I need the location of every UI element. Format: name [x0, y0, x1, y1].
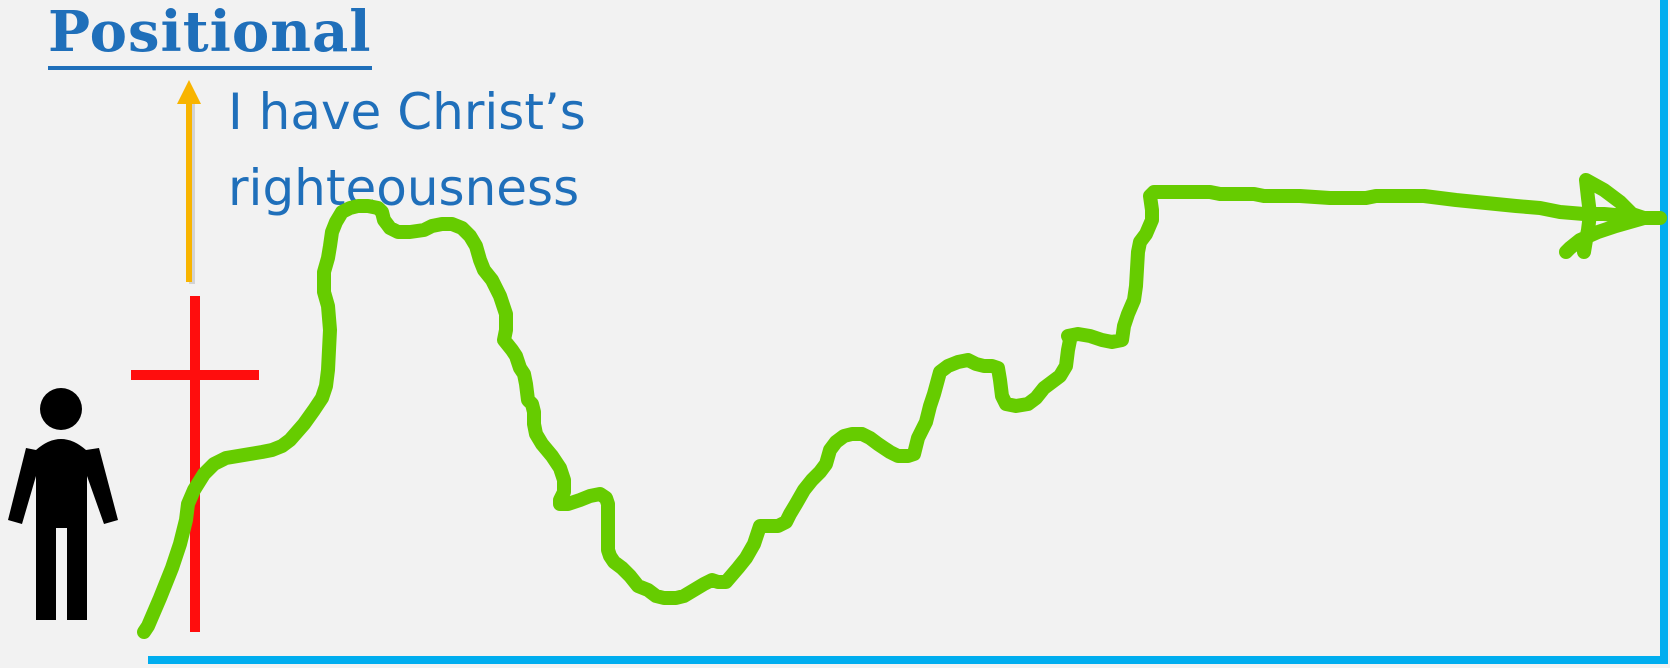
journey-line: [137, 185, 1667, 639]
frame: [148, 0, 1668, 664]
arrowhead-icon: [1559, 173, 1651, 259]
cross-icon: [131, 296, 259, 632]
person-body: [8, 439, 118, 620]
positional-statement: I have Christ’s righteousness: [228, 74, 586, 226]
statement-line-2: righteousness: [228, 159, 580, 217]
up-arrow-head: [177, 80, 201, 104]
person-icon: [8, 388, 118, 620]
person-head: [40, 388, 82, 430]
diagram-title: Positional: [48, 0, 372, 70]
up-arrow-icon: [177, 80, 201, 284]
statement-line-1: I have Christ’s: [228, 83, 586, 141]
